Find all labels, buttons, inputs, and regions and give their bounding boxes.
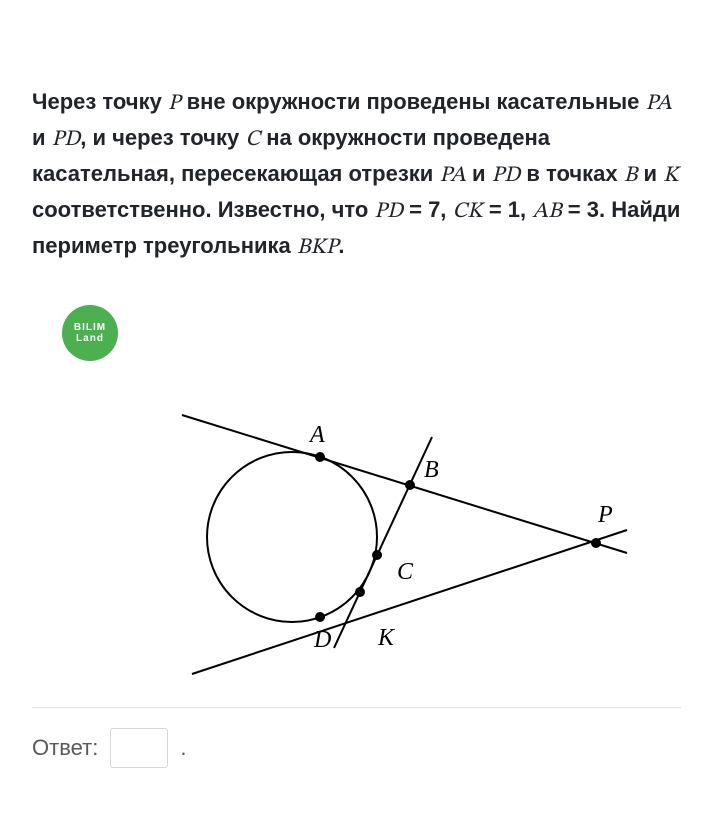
svg-text:B: B <box>424 457 439 483</box>
math-C: C <box>245 129 260 151</box>
math-AB: AB <box>532 201 561 223</box>
math-PD3: PD <box>374 201 403 223</box>
math-CK: CK <box>453 201 483 223</box>
top-decorative <box>110 8 166 14</box>
text-fragment: , и через точку <box>80 125 245 150</box>
text-fragment: = 1, <box>483 197 533 222</box>
problem-statement: Через точку P вне окружности проведены к… <box>32 85 681 265</box>
text-fragment: . <box>338 233 344 258</box>
text-fragment: соответственно. Известно, что <box>32 197 374 222</box>
svg-text:P: P <box>597 502 613 528</box>
figure-container: BILIM Land A B P C K D <box>32 297 652 667</box>
text-fragment: в точках <box>520 161 624 186</box>
math-P: P <box>168 93 181 115</box>
math-PA: PA <box>645 93 671 115</box>
text-fragment: вне окружности проведены касательные <box>180 89 645 114</box>
math-B: B <box>624 165 638 187</box>
svg-text:A: A <box>308 422 325 448</box>
text-fragment: и <box>637 161 663 186</box>
text-fragment: Через точку <box>32 89 168 114</box>
text-fragment: и <box>32 125 52 150</box>
svg-text:D: D <box>313 627 331 653</box>
answer-label: Ответ: <box>32 735 98 761</box>
divider <box>32 707 681 708</box>
answer-row: Ответ: . <box>32 728 681 768</box>
math-PD2: PD <box>492 165 521 187</box>
math-PD: PD <box>52 129 81 151</box>
logo-line1: BILIM <box>74 323 106 333</box>
logo-line2: Land <box>76 334 104 344</box>
math-K: K <box>663 165 678 187</box>
geometry-diagram: A B P C K D <box>142 357 642 687</box>
text-fragment: и <box>466 161 492 186</box>
answer-suffix: . <box>180 735 186 761</box>
svg-text:K: K <box>377 625 396 651</box>
bilim-logo: BILIM Land <box>62 305 118 361</box>
svg-text:C: C <box>397 559 414 585</box>
math-BKP: BKP <box>297 237 339 259</box>
math-PA2: PA <box>439 165 465 187</box>
answer-input[interactable] <box>110 728 168 768</box>
text-fragment: = 7, <box>403 197 453 222</box>
